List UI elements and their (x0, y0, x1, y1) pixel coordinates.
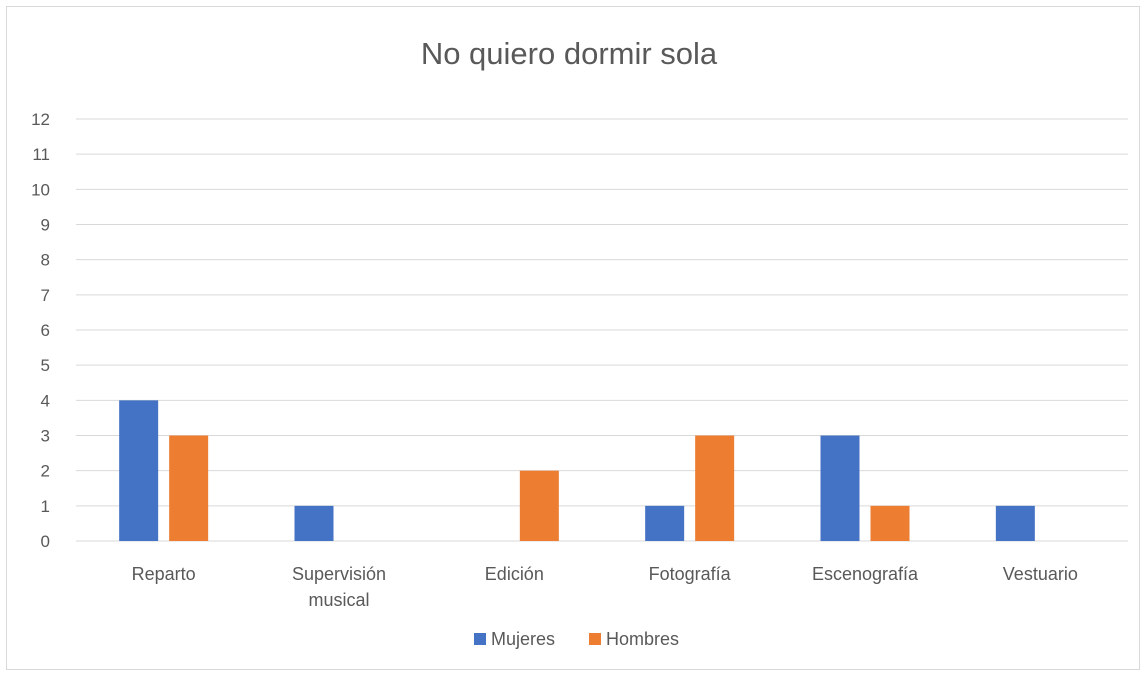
bar-mujeres (820, 435, 860, 541)
y-tick-label: 12 (31, 110, 50, 129)
legend-swatch-hombres (589, 633, 601, 645)
legend-label-hombres: Hombres (606, 629, 679, 649)
y-tick-label: 10 (31, 180, 50, 199)
x-category-label: Supervisión musical (292, 564, 386, 610)
x-category-line: Reparto (132, 564, 196, 584)
bar-hombres (519, 470, 559, 541)
y-tick-label: 8 (41, 251, 50, 270)
legend-swatch-mujeres (474, 633, 486, 645)
y-tick-label: 7 (41, 286, 50, 305)
bar-hombres (870, 505, 910, 541)
x-axis-labels: Reparto Supervisión musical Edición Fotograf… (132, 564, 1078, 610)
y-tick-label: 1 (41, 497, 50, 516)
x-category-label: Fotografía (649, 564, 732, 584)
bars (119, 400, 1035, 541)
x-category-line: Vestuario (1003, 564, 1078, 584)
x-category-label: Reparto (132, 564, 196, 584)
y-tick-label: 0 (41, 532, 50, 551)
y-tick-label: 9 (41, 216, 50, 235)
x-category-label: Edición (485, 564, 544, 584)
bar-mujeres (294, 505, 334, 541)
y-tick-label: 4 (41, 391, 50, 410)
bar-mujeres (645, 505, 685, 541)
y-tick-label: 2 (41, 462, 50, 481)
x-category-label: Escenografía (812, 564, 919, 584)
y-tick-label: 6 (41, 321, 50, 340)
x-category-line: Supervisión (292, 564, 386, 584)
y-tick-label: 11 (32, 145, 50, 164)
x-category-label: Vestuario (1003, 564, 1078, 584)
legend: Mujeres Hombres (474, 629, 679, 649)
x-category-line: Fotografía (649, 564, 732, 584)
x-category-line: Edición (485, 564, 544, 584)
y-tick-label: 3 (41, 427, 50, 446)
gridlines (76, 118, 1128, 542)
bar-mujeres (995, 505, 1035, 541)
legend-label-mujeres: Mujeres (491, 629, 555, 649)
x-category-line: Escenografía (812, 564, 919, 584)
x-category-line: musical (308, 590, 369, 610)
chart-frame (6, 6, 1140, 670)
chart-title: No quiero dormir sola (421, 36, 718, 71)
bar-hombres (695, 435, 735, 541)
bar-mujeres (119, 400, 159, 541)
y-tick-label: 5 (41, 356, 50, 375)
bar-hombres (169, 435, 209, 541)
